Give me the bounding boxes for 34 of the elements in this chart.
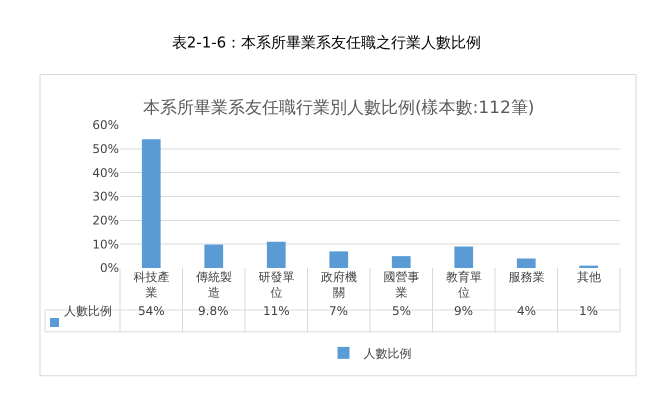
x-tick-label: 研發單位 xyxy=(258,270,294,300)
x-tick-label: 科技產業 xyxy=(133,270,170,300)
bar xyxy=(392,256,411,268)
data-label: 4% xyxy=(517,304,536,318)
x-tick-label: 國營事業 xyxy=(383,270,420,300)
y-tick-label: 60% xyxy=(92,118,119,132)
bar xyxy=(454,246,474,268)
bar xyxy=(516,258,536,268)
x-tick-label: 服務業 xyxy=(508,270,544,284)
bar xyxy=(142,139,161,268)
x-tick-label: 政府機關 xyxy=(320,270,357,300)
x-tick-label: 其他 xyxy=(576,270,601,284)
y-tick-label: 0% xyxy=(100,261,119,276)
data-label: 9% xyxy=(454,304,474,318)
data-label: 7% xyxy=(329,304,348,318)
data-label: 9.8% xyxy=(198,304,228,318)
y-tick-label: 10% xyxy=(92,237,119,252)
bar xyxy=(329,251,348,268)
text: 人數比例 xyxy=(64,304,112,318)
bar xyxy=(204,244,224,268)
chart-subtitle: 本系所畢業系友任職行業別人數比例(樣本數:112筆) xyxy=(143,98,534,118)
y-tick-label: 50% xyxy=(92,142,119,156)
data-label: 5% xyxy=(392,304,412,318)
y-tick-label: 20% xyxy=(92,214,119,228)
data-label: 11% xyxy=(263,304,290,318)
y-tick-label: 30% xyxy=(92,190,119,204)
y-tick-label: 40% xyxy=(92,166,119,180)
legend-label: 人數比例 xyxy=(364,346,412,361)
data-label: 1% xyxy=(579,304,598,318)
chart-title: 表2-1-6：本系所畢業系友任職之行業人數比例 xyxy=(172,33,482,52)
x-tick-label: 傳統製造 xyxy=(194,270,232,300)
bar xyxy=(266,242,286,268)
data-label: 54% xyxy=(138,304,165,318)
x-tick-label: 教育單位 xyxy=(446,270,482,300)
